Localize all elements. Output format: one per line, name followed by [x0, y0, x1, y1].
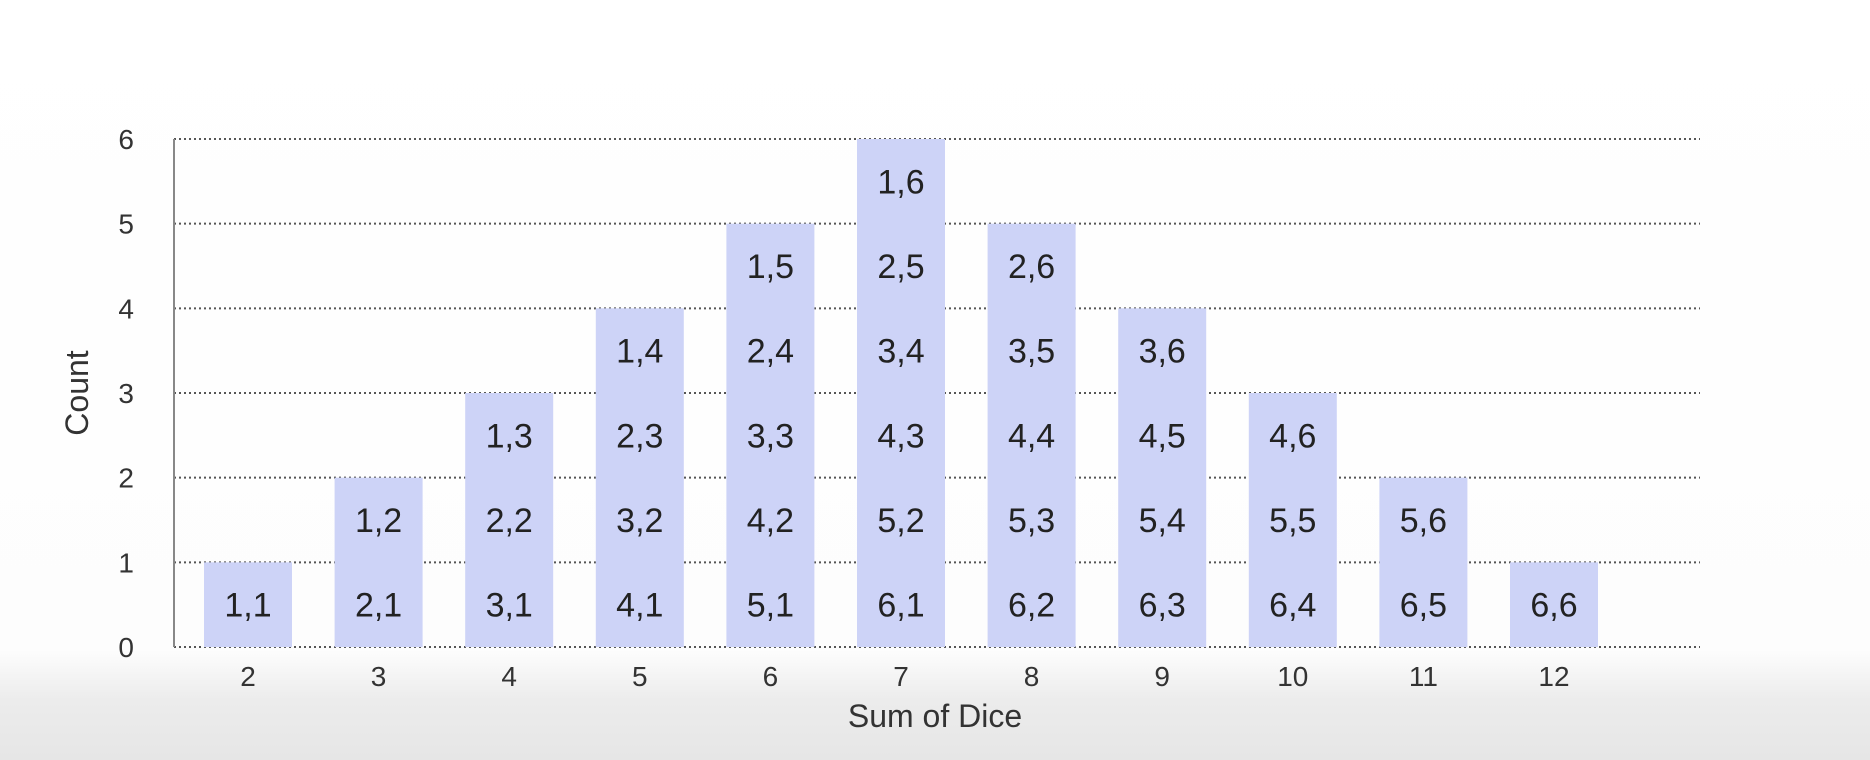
bar	[595, 308, 684, 647]
cell-label: 1,5	[747, 248, 794, 286]
x-tick-label: 10	[1277, 661, 1308, 692]
y-tick-label: 3	[118, 378, 134, 409]
bar	[1118, 308, 1207, 647]
cell-label: 3,6	[1139, 333, 1186, 371]
y-tick-label: 5	[118, 209, 134, 240]
cell-label: 5,3	[1008, 502, 1055, 540]
cell-label: 3,5	[1008, 333, 1055, 371]
cell-label: 4,1	[616, 587, 663, 625]
x-tick-labels: 2 3 4 5 6 7 8 9 10 11 12	[240, 661, 1569, 692]
bar	[204, 562, 292, 647]
y-tick-labels: 0 1 2 3 4 5 6	[118, 124, 134, 663]
bar	[1248, 393, 1337, 647]
cell-label: 1,2	[355, 502, 402, 540]
y-tick-label: 4	[118, 293, 134, 324]
cell-label: 4,4	[1008, 417, 1055, 455]
cell-label: 6,6	[1530, 587, 1577, 625]
x-tick-label: 4	[501, 661, 517, 692]
cell-label: 2,5	[877, 248, 924, 286]
x-tick-label: 6	[763, 661, 779, 692]
bar	[987, 223, 1076, 647]
bar	[1379, 477, 1468, 647]
cell-label: 1,1	[224, 587, 271, 625]
cell-label: 5,4	[1139, 502, 1186, 540]
cell-label: 6,4	[1269, 587, 1316, 625]
cell-label: 5,5	[1269, 502, 1316, 540]
cell-label: 5,2	[877, 502, 924, 540]
x-tick-label: 12	[1538, 661, 1569, 692]
cell-label: 2,1	[355, 587, 402, 625]
cell-label: 3,2	[616, 502, 663, 540]
cell-labels: 1,1 2,1 1,2 3,1 2,2 1,3 4,1 3,2 2,3 1,4 5,1 4,2 3,3 2…	[224, 163, 1577, 624]
x-tick-label: 2	[240, 661, 256, 692]
bar	[334, 477, 423, 647]
x-tick-label: 8	[1024, 661, 1040, 692]
cell-label: 4,6	[1269, 417, 1316, 455]
cell-label: 5,6	[1400, 502, 1447, 540]
cell-label: 1,4	[616, 333, 663, 371]
x-tick-label: 5	[632, 661, 648, 692]
bar	[726, 223, 815, 647]
y-axis-label: Count	[59, 350, 95, 436]
y-tick-label: 1	[118, 547, 134, 578]
cell-label: 4,5	[1139, 417, 1186, 455]
cell-label: 2,3	[616, 417, 663, 455]
y-tick-label: 2	[118, 463, 134, 494]
cell-label: 3,3	[747, 417, 794, 455]
cell-label: 4,2	[747, 502, 794, 540]
cell-label: 1,6	[877, 163, 924, 201]
cell-label: 6,2	[1008, 587, 1055, 625]
x-tick-label: 7	[893, 661, 909, 692]
x-axis-label: Sum of Dice	[848, 698, 1022, 734]
bars	[204, 139, 1598, 647]
y-tick-label: 6	[118, 124, 134, 155]
cell-label: 1,3	[486, 417, 533, 455]
bar	[1510, 562, 1598, 647]
bar	[465, 393, 554, 647]
x-tick-label: 11	[1409, 661, 1438, 692]
y-tick-label: 0	[118, 632, 134, 663]
cell-label: 2,2	[486, 502, 533, 540]
cell-label: 2,6	[1008, 248, 1055, 286]
bar	[857, 139, 945, 647]
cell-label: 3,4	[877, 333, 924, 371]
cell-label: 2,4	[747, 333, 794, 371]
cell-label: 6,5	[1400, 587, 1447, 625]
cell-label: 6,3	[1139, 587, 1186, 625]
cell-label: 3,1	[486, 587, 533, 625]
cell-label: 6,1	[877, 587, 924, 625]
x-tick-label: 3	[371, 661, 387, 692]
x-tick-label: 9	[1154, 661, 1170, 692]
cell-label: 4,3	[877, 417, 924, 455]
cell-label: 5,1	[747, 587, 794, 625]
